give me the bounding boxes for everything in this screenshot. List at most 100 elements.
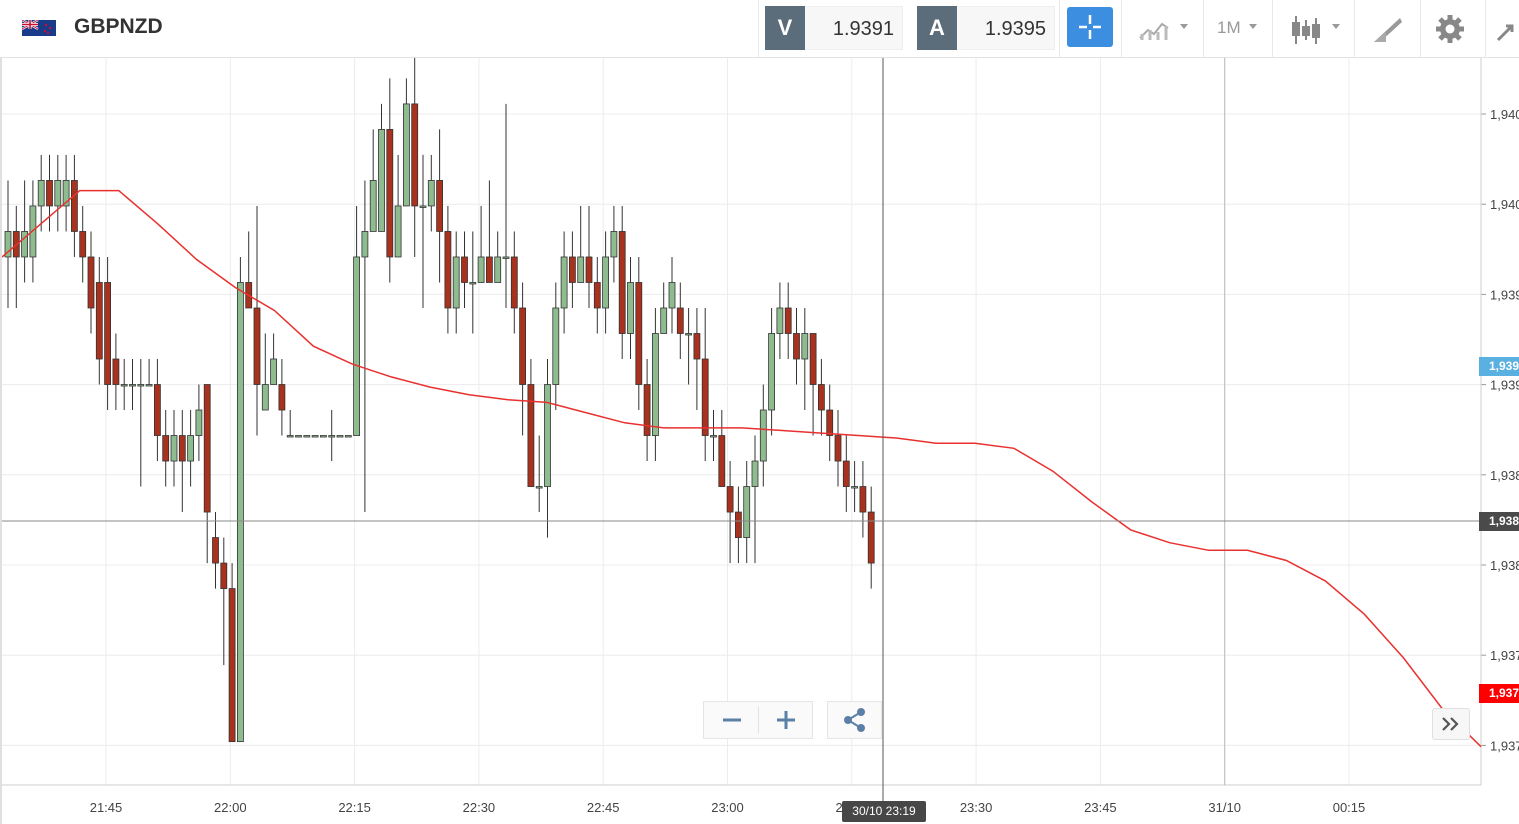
candle-body [859, 486, 867, 513]
zoom-out-button[interactable] [704, 702, 758, 738]
toolbar-divider [1121, 0, 1122, 58]
toolbar-divider [1354, 0, 1355, 58]
x-tick-label: 22:30 [463, 800, 496, 815]
line-chart-icon[interactable] [1130, 0, 1200, 58]
candle-body [701, 358, 709, 436]
candle-body [643, 384, 651, 436]
toolbar-divider [1485, 0, 1486, 58]
candle-body [286, 435, 294, 438]
toolbar-divider [758, 0, 759, 58]
candle-body [585, 256, 593, 283]
candle-body [535, 486, 543, 489]
candle-body [743, 486, 751, 538]
cursor-price-tag: 1,938 [1479, 512, 1519, 531]
candle-body [129, 384, 136, 387]
candle-body [303, 435, 311, 438]
moving-average-line [1, 189, 1482, 748]
candle-body [851, 486, 858, 489]
zoom-divider [758, 706, 759, 734]
candle-body [610, 231, 618, 258]
candle-body [842, 460, 850, 487]
candle-body [178, 435, 186, 462]
x-tick-label: 23:30 [960, 800, 993, 815]
gear-icon[interactable] [1432, 0, 1468, 58]
candle-body [212, 537, 219, 564]
candle-body [153, 384, 161, 436]
sell-price: 1.9391 [805, 6, 903, 50]
candle-body [768, 333, 775, 411]
candle-body [203, 384, 211, 513]
candle-body [311, 435, 319, 438]
candle-body [776, 307, 784, 334]
buy-label: A [917, 6, 957, 50]
candle-body [510, 256, 518, 309]
candle-body [444, 231, 452, 309]
candle-body [494, 256, 502, 283]
candle-body [344, 435, 352, 438]
candle-body [801, 333, 809, 360]
fullscreen-icon[interactable] [1494, 0, 1519, 58]
candle-body [867, 511, 875, 564]
timeframe-select[interactable]: 1M [1217, 18, 1241, 37]
drawing-tools-icon[interactable] [1366, 0, 1408, 58]
candle-body [411, 103, 419, 207]
zoom-in-button[interactable] [759, 702, 813, 738]
candle-body [593, 282, 601, 309]
candle-body [162, 435, 170, 462]
candle-body [718, 435, 726, 487]
candle-body [452, 256, 460, 309]
candle-body [37, 180, 45, 207]
candle-body [187, 435, 195, 462]
cursor-time-label: 30/10 23:19 [842, 801, 926, 822]
candle-body [104, 282, 111, 385]
candle-body [735, 511, 742, 538]
double-chevron-right-icon [1442, 717, 1459, 731]
candle-body [818, 384, 825, 411]
candle-body [195, 409, 203, 436]
candle-body [726, 486, 734, 513]
candle-body [137, 384, 145, 387]
candle-body [569, 256, 576, 283]
candle-body [270, 358, 278, 385]
y-tick-label: 1,940 [1490, 107, 1519, 122]
candle-body [170, 435, 178, 462]
candle-body [635, 282, 643, 385]
share-button[interactable] [827, 701, 882, 739]
candle-body [485, 256, 493, 283]
candle-body [544, 384, 551, 487]
candle-body [668, 282, 676, 309]
candle-body [295, 435, 302, 438]
y-tick-label: 1,937 [1490, 738, 1519, 753]
candle-body [71, 180, 78, 232]
candle-body [319, 435, 327, 438]
candle-body [21, 231, 29, 258]
candle-body [759, 409, 767, 462]
candle-body [809, 333, 817, 385]
crosshair-button[interactable] [1067, 7, 1113, 47]
candle-body [278, 384, 286, 411]
candle-body [436, 180, 444, 232]
candle-body [826, 409, 834, 436]
candle-body [502, 256, 510, 259]
candle-body [652, 333, 659, 436]
x-tick-label: 22:00 [214, 800, 247, 815]
candle-body [220, 562, 228, 589]
candle-body [120, 384, 128, 387]
x-tick-label: 22:45 [587, 800, 620, 815]
scroll-to-latest-button[interactable] [1432, 708, 1470, 740]
moving-average-tag: 1,937 [1479, 684, 1519, 703]
x-tick-label: 21:45 [90, 800, 123, 815]
candle-body [793, 333, 800, 360]
toolbar-divider [1272, 0, 1273, 58]
candle-body [145, 384, 153, 387]
flag-icon [22, 20, 56, 36]
candlestick-icon[interactable] [1282, 0, 1352, 58]
candle-body [328, 435, 336, 438]
candle-body [469, 282, 477, 285]
y-tick-label: 1,940 [1490, 197, 1519, 212]
candle-body [4, 231, 12, 258]
candle-body [618, 231, 626, 334]
zoom-controls [703, 701, 813, 739]
instrument-symbol: GBPNZD [74, 15, 163, 38]
